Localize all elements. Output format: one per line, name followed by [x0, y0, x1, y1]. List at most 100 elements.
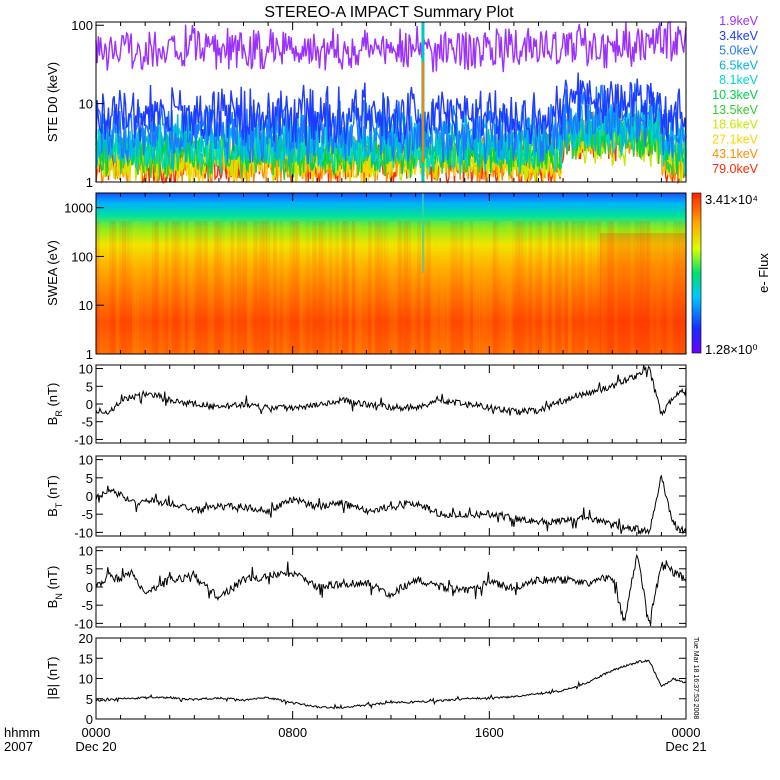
br-y-tick-label: -10: [74, 432, 93, 447]
time-tick-label: 0800: [278, 725, 307, 740]
swea-column: [554, 221, 559, 354]
swea-column: [155, 221, 159, 354]
bt-y-tick-label: 0: [86, 489, 93, 504]
swea-column: [145, 221, 149, 354]
swea-column: [351, 221, 356, 354]
swea-column: [312, 221, 317, 354]
swea-column: [309, 221, 313, 354]
bt-panel: 10 5 0 -5 -10 BT (nT): [45, 453, 687, 540]
swea-column: [230, 221, 235, 354]
swea-column: [217, 221, 222, 354]
swea-column: [207, 221, 212, 354]
swea-column: [99, 221, 104, 354]
swea-column: [105, 221, 110, 354]
swea-column: [515, 221, 520, 354]
swea-column: [335, 221, 340, 354]
br-y-tick-label: 0: [86, 397, 93, 412]
swea-column: [535, 221, 539, 354]
swea-column: [214, 221, 218, 354]
swea-column: [220, 221, 225, 354]
br-y-tick-label: 10: [79, 362, 93, 377]
bn-y-tick-label: 0: [86, 580, 93, 595]
swea-column: [430, 221, 435, 354]
ste-legend-entry: 1.9keV: [719, 14, 759, 28]
swea-column: [128, 221, 133, 354]
swea-column: [528, 221, 533, 354]
swea-column: [420, 221, 425, 354]
bn-y-tick-label: -10: [74, 616, 93, 631]
bmag-y-label: |B| (nT): [45, 657, 60, 700]
bt-y-tick-label: -5: [81, 507, 93, 522]
swea-column: [161, 221, 166, 354]
swea-column: [194, 221, 199, 354]
swea-column: [610, 221, 615, 354]
swea-column: [273, 221, 277, 354]
swea-column: [259, 221, 264, 354]
swea-column: [204, 221, 208, 354]
colorbar-min-label: 1.28×10⁰: [705, 342, 758, 357]
swea-column: [548, 221, 553, 354]
swea-column: [197, 221, 202, 354]
swea-column: [440, 221, 444, 354]
swea-column: [210, 221, 215, 354]
swea-column: [171, 221, 176, 354]
swea-y-tick-label: 10: [79, 298, 93, 313]
swea-column: [623, 221, 628, 354]
swea-column: [358, 221, 362, 354]
swea-column: [391, 221, 395, 354]
swea-column: [518, 221, 523, 354]
bn-panel: 10 5 0 -5 -10 BN (nT): [45, 544, 687, 631]
swea-column: [581, 221, 585, 354]
swea-y-axis: 1 10 100 1000: [64, 201, 104, 362]
print-timestamp: Tue Mar 18 16:37:53 2008: [692, 637, 699, 719]
swea-column: [276, 221, 281, 354]
time-row2-label: 2007: [4, 739, 33, 754]
swea-column: [332, 221, 336, 354]
swea-column: [200, 221, 205, 354]
swea-column: [633, 221, 638, 354]
swea-column: [417, 221, 421, 354]
swea-column: [371, 221, 376, 354]
bmag-y-tick-label: 20: [79, 631, 93, 646]
swea-column: [571, 221, 576, 354]
swea-column: [318, 221, 323, 354]
swea-column: [191, 221, 195, 354]
bn-y-axis: 10 5 0 -5 -10: [74, 544, 686, 631]
swea-column: [682, 221, 687, 354]
swea-column: [102, 221, 107, 354]
swea-column: [604, 221, 608, 354]
swea-column: [177, 221, 182, 354]
swea-column: [269, 221, 274, 354]
swea-column: [282, 221, 287, 354]
br-y-tick-label: 5: [86, 379, 93, 394]
ste-legend-entry: 43.1keV: [712, 147, 759, 161]
swea-column: [463, 221, 467, 354]
swea-column: [522, 221, 526, 354]
swea-column: [574, 221, 579, 354]
swea-column: [266, 221, 271, 354]
swea-column: [587, 221, 592, 354]
swea-column: [531, 221, 536, 354]
ste-legend-entry: 18.6keV: [712, 118, 759, 132]
swea-column: [564, 221, 569, 354]
swea-column: [459, 221, 464, 354]
swea-column: [322, 221, 326, 354]
ste-panel: 1 10 100 STE D0 (keV) 1.9keV3.4keV5.0keV6.…: [45, 14, 759, 190]
bmag-y-tick-label: 15: [79, 651, 93, 666]
bt-trace: [95, 475, 687, 536]
swea-column: [551, 221, 556, 354]
swea-column: [315, 221, 320, 354]
swea-column: [118, 221, 123, 354]
time-date-label: Dec 21: [665, 739, 706, 754]
swea-column: [646, 221, 651, 354]
bmag-y-tick-label: 5: [86, 692, 93, 707]
ste-legend-entry: 10.3keV: [712, 88, 759, 102]
swea-column: [410, 221, 415, 354]
swea-column: [364, 221, 369, 354]
swea-column: [663, 221, 667, 354]
swea-column: [289, 221, 294, 354]
swea-column: [292, 221, 297, 354]
swea-column: [672, 221, 677, 354]
bmag-panel: 20 15 10 5 0 |B| (nT) Tue Mar 18 16:37:53 20…: [45, 631, 699, 727]
swea-column: [148, 221, 153, 354]
